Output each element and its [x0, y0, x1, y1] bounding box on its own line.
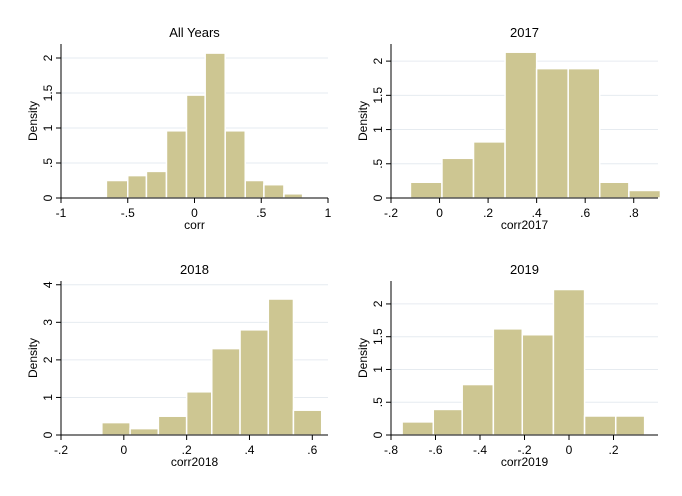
- x-tick-label: 0: [436, 206, 443, 220]
- histogram-bar: [461, 383, 495, 436]
- histogram-bar: [165, 130, 188, 199]
- y-tick-label: 1.5: [41, 84, 55, 101]
- y-axis-label: Density: [356, 101, 370, 141]
- histogram-bar: [472, 141, 506, 199]
- x-tick-label: 0: [120, 443, 127, 457]
- histogram-bar: [441, 157, 475, 199]
- chart-title: All Years: [169, 25, 220, 40]
- histogram-bar: [614, 415, 646, 436]
- histogram-bar: [157, 415, 188, 436]
- y-axis-label: Density: [356, 338, 370, 378]
- x-tick-label: 0: [191, 206, 198, 220]
- chart-panel-2: 0 .5 1 1.5 2 -.2 0 .2 .4 .6 .8 2017 corr2017 Density: [356, 25, 662, 232]
- histogram-bar: [492, 328, 524, 436]
- x-tick-label: -.8: [384, 443, 398, 457]
- histogram-bar: [409, 181, 443, 199]
- y-tick-label: 0: [371, 431, 385, 438]
- histogram-bar: [401, 421, 435, 436]
- histogram-bar: [129, 427, 160, 436]
- x-tick-label: -1: [56, 206, 67, 220]
- chart-panel-4: 0 .5 1 1.5 2 -.8 -.6 -.4 -.2 0 .2 2019 corr2019 Densi…: [356, 262, 658, 469]
- x-axis-label: corr2019: [501, 455, 549, 469]
- chart-title: 2018: [180, 262, 209, 277]
- x-tick-label: -.2: [517, 443, 531, 457]
- y-tick-label: 0: [41, 194, 55, 201]
- y-tick-label: 2: [371, 300, 385, 307]
- x-tick-label: -.5: [121, 206, 135, 220]
- histogram-bar: [239, 329, 270, 436]
- histogram-bar: [224, 130, 246, 199]
- x-tick-label: 1: [325, 206, 332, 220]
- x-axis-label: corr2017: [501, 218, 549, 232]
- histogram-bar: [504, 51, 538, 199]
- y-tick-label: 0: [371, 194, 385, 201]
- chart-panel-1: 0 .5 1 1.5 2 -1 -.5 0 .5 1 All Years corr Density: [26, 25, 332, 232]
- x-tick-label: -.2: [54, 443, 68, 457]
- y-tick-label: 1.5: [371, 87, 385, 104]
- y-tick-label: 1: [41, 394, 55, 401]
- histogram-bar: [204, 52, 226, 199]
- x-tick-label: 0: [566, 443, 573, 457]
- y-tick-label: .5: [41, 158, 55, 168]
- x-tick-label: -.2: [384, 206, 398, 220]
- histogram-bar: [145, 170, 168, 199]
- y-tick-label: 2: [371, 57, 385, 64]
- histogram-bar: [598, 181, 630, 199]
- histogram-bar: [567, 67, 601, 199]
- histogram-bar: [535, 67, 569, 199]
- y-tick-label: 0: [41, 431, 55, 438]
- y-tick-label: .5: [371, 158, 385, 168]
- histogram-bar: [185, 391, 213, 436]
- histogram-bar: [101, 421, 131, 436]
- x-tick-label: -.4: [473, 443, 487, 457]
- histogram-bar: [583, 415, 617, 436]
- y-axis-label: Density: [26, 101, 40, 141]
- chart-title: 2017: [510, 25, 539, 40]
- y-tick-label: 3: [41, 319, 55, 326]
- x-axis-label: corr2018: [171, 455, 219, 469]
- x-axis-label: corr: [184, 218, 205, 232]
- x-tick-label: .8: [629, 206, 639, 220]
- histogram-bar: [127, 174, 148, 199]
- x-tick-label: .5: [256, 206, 266, 220]
- y-tick-label: 1: [371, 126, 385, 133]
- x-tick-label: .2: [182, 443, 192, 457]
- x-tick-label: .2: [608, 443, 618, 457]
- y-axis-label: Density: [26, 338, 40, 378]
- histogram-bar: [283, 193, 304, 199]
- histogram-bar: [185, 94, 206, 199]
- y-tick-label: 4: [41, 281, 55, 288]
- histogram-bar: [292, 409, 323, 436]
- x-tick-label: .4: [244, 443, 254, 457]
- histogram-bar: [521, 333, 555, 436]
- y-tick-label: .5: [371, 397, 385, 407]
- x-tick-label: .6: [307, 443, 317, 457]
- histogram-bar: [552, 288, 586, 436]
- y-tick-label: 1.5: [371, 328, 385, 345]
- x-tick-label: .2: [483, 206, 493, 220]
- histogram-bar: [432, 408, 463, 436]
- y-tick-label: 2: [41, 356, 55, 363]
- histogram-bar: [628, 189, 662, 199]
- chart-title: 2019: [510, 262, 539, 277]
- histogram-bar: [105, 179, 129, 199]
- y-tick-label: 1: [371, 366, 385, 373]
- y-tick-label: 1: [41, 124, 55, 131]
- histogram-bar: [263, 183, 285, 199]
- x-tick-label: .6: [580, 206, 590, 220]
- x-tick-label: -.6: [428, 443, 442, 457]
- histogram-bar: [244, 179, 265, 199]
- histogram-bar: [211, 347, 241, 436]
- chart-panel-3: 0 1 2 3 4 -.2 0 .2 .4 .6 2018 corr2018 Density: [26, 262, 328, 469]
- y-tick-label: 2: [41, 54, 55, 61]
- histogram-bar: [267, 298, 295, 436]
- x-tick-label: .4: [532, 206, 542, 220]
